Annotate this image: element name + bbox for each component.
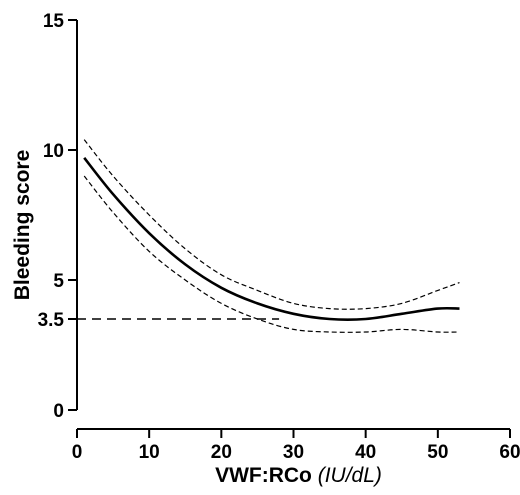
x-tick-label: 40 [355, 442, 376, 463]
y-tick-label: 5 [53, 271, 64, 292]
x-ticks: 0 10 20 30 40 50 60 [72, 429, 520, 463]
x-axis-label: VWF:RCo [215, 464, 312, 487]
x-tick-label: 60 [499, 442, 520, 463]
x-tick-label: 10 [139, 442, 160, 463]
series-lower-bound-line [83, 175, 460, 333]
series-lines [83, 139, 460, 333]
y-tick-label: 10 [43, 141, 64, 162]
y-axis-title: Bleeding score [11, 150, 34, 301]
x-axis-title: VWF:RCo (IU/dL) [215, 464, 382, 487]
series-upper-bound-line [83, 139, 460, 310]
y-tick-label: 15 [43, 11, 65, 32]
y-ticks: 0 3.5 5 10 15 [38, 11, 77, 422]
x-tick-label: 30 [283, 442, 304, 463]
x-axis-unit: (IU/dL) [318, 464, 382, 487]
series-fit-line [83, 156, 460, 321]
x-tick-label: 50 [427, 442, 448, 463]
y-tick-label: 0 [53, 401, 64, 422]
x-tick-label: 20 [211, 442, 232, 463]
x-tick-label: 0 [72, 442, 83, 463]
y-tick-label: 3.5 [38, 310, 65, 331]
